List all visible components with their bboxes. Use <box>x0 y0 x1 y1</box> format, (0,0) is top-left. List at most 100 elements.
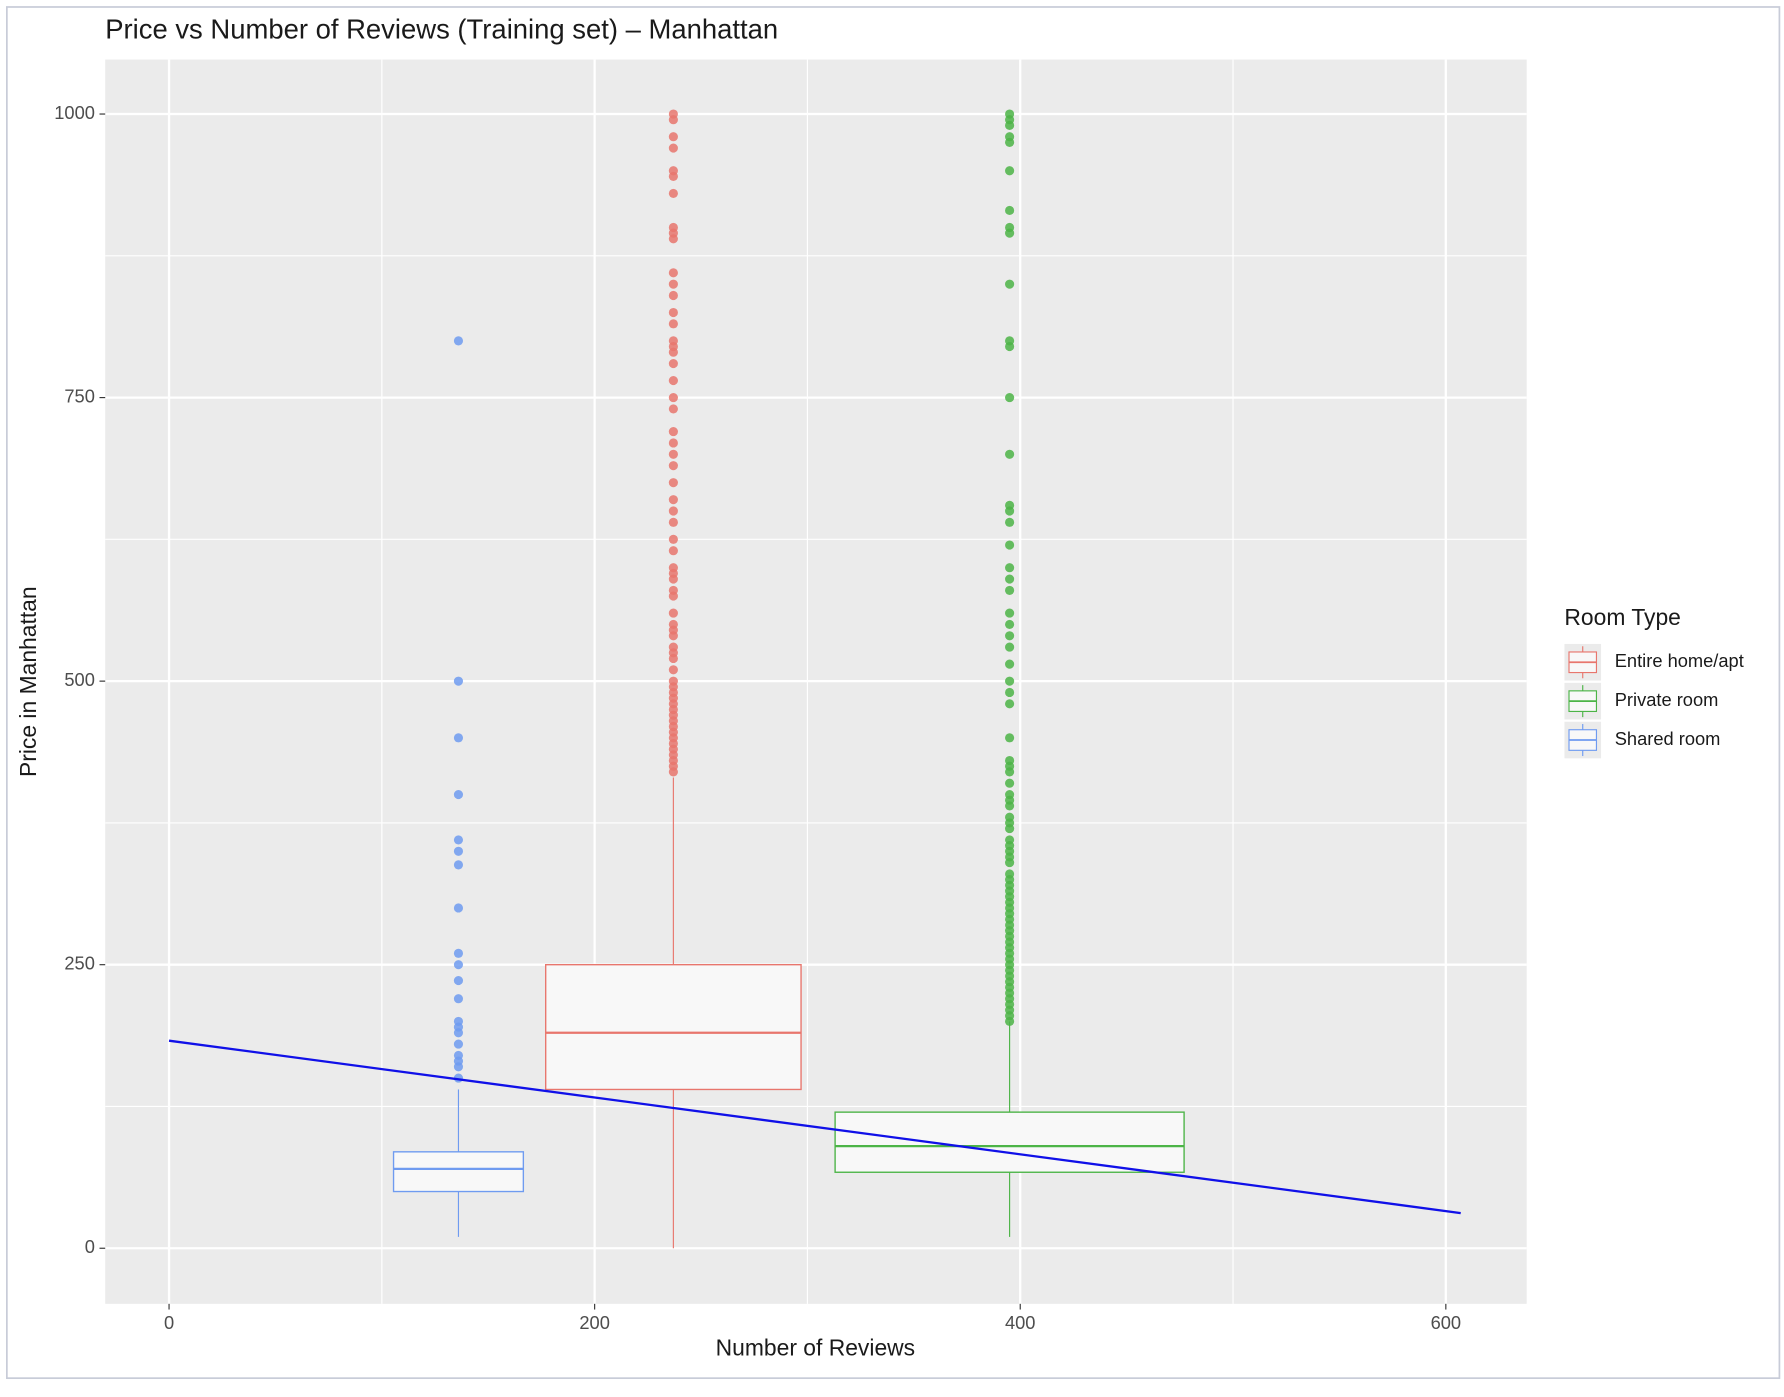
outlier <box>1005 137 1015 147</box>
outlier <box>1005 767 1015 777</box>
outlier <box>668 268 678 278</box>
outlier <box>668 358 678 369</box>
box <box>392 1151 525 1193</box>
outlier <box>453 860 464 870</box>
x-tick-label: 200 <box>579 1312 610 1333</box>
outlier <box>453 846 464 856</box>
outlier <box>1005 733 1015 743</box>
outlier <box>453 960 464 970</box>
x-tick-label: 400 <box>1005 1312 1036 1333</box>
box <box>545 964 802 1091</box>
outlier <box>453 733 464 743</box>
outlier <box>668 574 678 584</box>
outlier <box>453 1062 464 1072</box>
outlier <box>668 478 678 488</box>
regression-line <box>168 1039 1461 1215</box>
x-tick-label: 600 <box>1431 1312 1462 1333</box>
legend-label: Entire home/apt <box>1615 650 1744 671</box>
legend-label: Shared room <box>1615 728 1721 749</box>
y-tick-label: 0 <box>85 1236 95 1257</box>
outlier <box>453 994 464 1004</box>
outlier <box>668 347 678 357</box>
outlier <box>1005 540 1015 550</box>
outlier <box>668 132 678 142</box>
outlier <box>1005 858 1015 868</box>
chart-title: Price vs Number of Reviews (Training set… <box>105 13 778 44</box>
outlier <box>1005 506 1015 516</box>
outlier <box>668 188 678 199</box>
outlier <box>453 676 464 686</box>
outlier <box>668 307 678 318</box>
legend-title: Room Type <box>1564 604 1680 630</box>
box <box>834 1111 1185 1173</box>
outlier <box>1005 619 1015 630</box>
x-tick-label: 0 <box>164 1312 174 1333</box>
outlier <box>668 534 678 544</box>
y-tick-label: 1000 <box>54 102 95 123</box>
outlier <box>668 608 678 618</box>
y-axis-title: Price in Manhattan <box>15 586 41 777</box>
outlier <box>453 975 464 986</box>
outlier <box>668 279 678 289</box>
legend-label: Private room <box>1615 689 1719 710</box>
outlier <box>668 427 678 437</box>
outlier <box>668 653 678 664</box>
outlier <box>668 665 678 675</box>
outlier <box>1005 608 1015 618</box>
outlier <box>453 903 464 913</box>
outlier <box>668 546 678 556</box>
outlier <box>453 336 464 346</box>
outlier <box>1005 205 1015 216</box>
outlier <box>1005 642 1015 652</box>
outlier <box>668 375 678 386</box>
outlier <box>668 461 678 471</box>
outlier <box>1005 228 1015 238</box>
outlier <box>1005 166 1015 176</box>
outlier <box>1005 120 1015 130</box>
outlier <box>1005 631 1015 641</box>
outlier <box>668 517 678 527</box>
y-tick-label: 250 <box>64 953 95 974</box>
outlier <box>453 835 464 845</box>
outlier <box>668 449 678 459</box>
outlier <box>1005 676 1015 686</box>
outlier <box>1005 449 1015 459</box>
outlier <box>668 290 678 301</box>
outlier <box>453 1028 464 1038</box>
outlier <box>668 115 678 125</box>
outlier <box>668 591 678 601</box>
outlier <box>1005 341 1015 352</box>
outlier <box>668 631 678 641</box>
outlier <box>453 948 464 958</box>
outlier <box>1005 778 1015 788</box>
y-tick-label: 500 <box>64 669 95 690</box>
outlier <box>668 234 678 244</box>
outlier <box>668 767 678 777</box>
outlier <box>453 789 464 800</box>
outlier <box>1005 824 1015 834</box>
outlier <box>1005 801 1015 811</box>
outlier <box>1005 574 1015 584</box>
y-tick-label: 750 <box>64 385 95 406</box>
marks <box>168 109 1461 1249</box>
outlier <box>1005 687 1015 698</box>
outlier <box>668 319 678 329</box>
outlier <box>668 143 678 153</box>
outlier <box>1005 279 1015 289</box>
outlier <box>1005 585 1015 595</box>
outlier <box>668 404 678 414</box>
outlier <box>1005 393 1015 403</box>
outlier <box>453 1039 464 1049</box>
outlier <box>1005 563 1015 573</box>
outlier <box>1005 517 1015 527</box>
outlier <box>668 171 678 181</box>
outlier <box>1005 1016 1015 1026</box>
outlier <box>668 495 678 505</box>
outlier <box>668 393 678 403</box>
outlier <box>668 438 678 448</box>
grid <box>105 59 1527 1304</box>
outlier <box>668 506 678 516</box>
x-axis-title: Number of Reviews <box>716 1335 915 1361</box>
legend: Entire home/apt Private room Shared room <box>1564 643 1744 759</box>
